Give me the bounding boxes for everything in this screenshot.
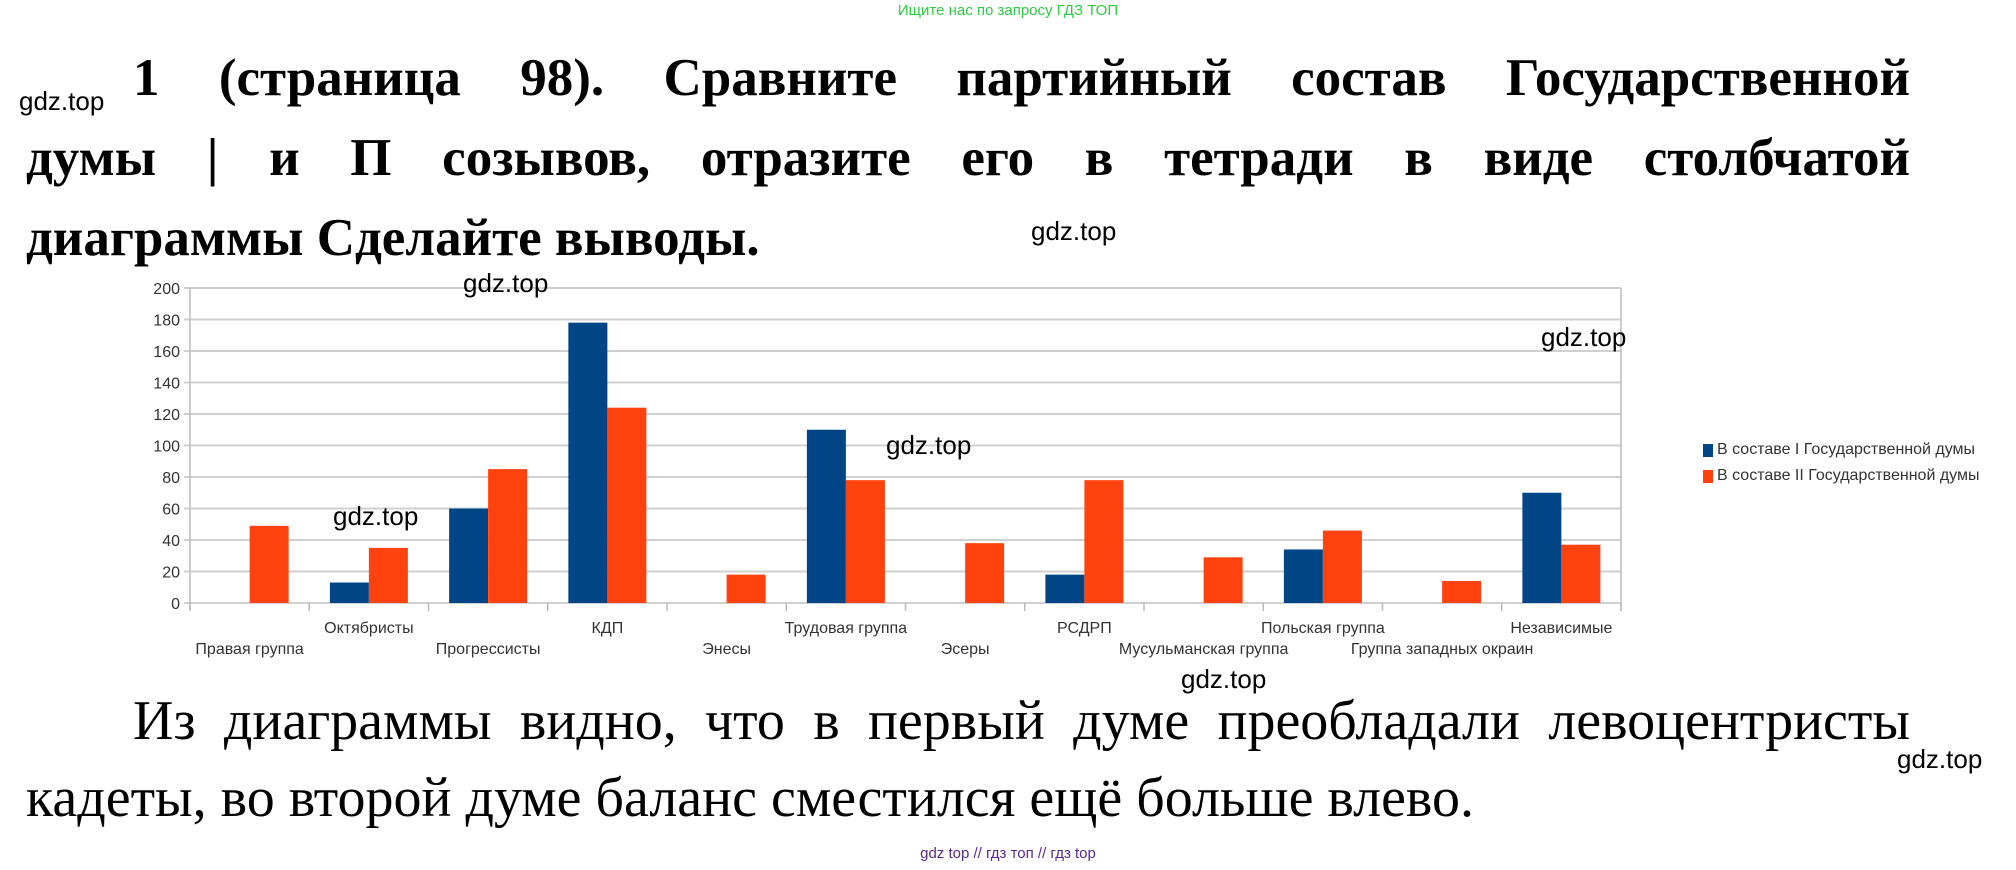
watermark: gdz.top <box>1181 664 1267 694</box>
bar-series-1 <box>329 582 369 603</box>
x-category-label: Мусульманская группа <box>1119 641 1289 658</box>
bar-series-1 <box>1522 492 1562 603</box>
chart-legend: В составе I Государственной думы В соста… <box>1703 437 1980 489</box>
bar-series-1 <box>1283 549 1323 603</box>
conclusion-line: кадеты, во второй думе баланс сместился … <box>26 767 1474 829</box>
title-line: 1 (страница 98). Сравните партийный сост… <box>133 49 1910 107</box>
x-category-label: Независимые <box>1510 620 1612 637</box>
watermark: gdz.top <box>333 501 419 531</box>
y-tick-label: 140 <box>153 376 180 393</box>
conclusion-line: Из диаграммы видно, что в первый думе пр… <box>133 690 1910 752</box>
bar-series-2 <box>1322 530 1362 603</box>
watermark: gdz.top <box>1541 322 1627 352</box>
bar-series-2 <box>249 525 289 603</box>
footer-note: gdz top // гдз топ // гдз top <box>920 845 1096 862</box>
watermark: gdz.top <box>1031 216 1117 246</box>
bar-series-1 <box>1045 574 1085 603</box>
x-category-label: РСДРП <box>1057 620 1112 637</box>
bar-series-2 <box>1203 557 1243 603</box>
y-tick-label: 120 <box>153 407 180 424</box>
bar-series-2 <box>488 469 528 603</box>
y-tick-label: 20 <box>162 565 180 582</box>
x-category-label: КДП <box>592 620 624 637</box>
watermark: gdz.top <box>886 430 972 460</box>
conclusion-text: Из диаграммы видно, что в первый думе пр… <box>26 683 1910 837</box>
y-tick-label: 160 <box>153 344 180 361</box>
bar-series-2 <box>1442 580 1482 603</box>
x-category-label: Польская группа <box>1261 620 1385 637</box>
y-tick-label: 80 <box>162 470 180 487</box>
bar-series-2 <box>368 547 408 603</box>
watermark: gdz.top <box>1897 744 1983 774</box>
title-line: диаграммы Сделайте выводы. <box>26 209 760 267</box>
search-hint: Ищите нас по запросу ГДЗ ТОП <box>897 2 1119 19</box>
bar-series-1 <box>806 429 846 603</box>
title-line: думы | и П созывов, отразите его в тетра… <box>26 129 1910 187</box>
bar-series-1 <box>449 508 489 603</box>
bar-series-2 <box>965 543 1005 603</box>
y-tick-label: 200 <box>153 281 180 298</box>
legend-item-series-2: В составе II Государственной думы <box>1703 463 1980 489</box>
x-category-label: Энесы <box>702 641 751 658</box>
bar-series-2 <box>1561 544 1601 603</box>
bar-series-1 <box>568 322 608 603</box>
x-category-label: Правая группа <box>195 641 304 658</box>
bar-series-2 <box>726 574 766 603</box>
bar-series-2 <box>845 480 885 603</box>
legend-swatch <box>1703 443 1713 457</box>
y-tick-label: 100 <box>153 439 180 456</box>
x-category-label: Трудовая группа <box>785 620 908 637</box>
y-tick-label: 180 <box>153 313 180 330</box>
legend-label: В составе II Государственной думы <box>1717 467 1980 484</box>
bar-series-2 <box>1084 480 1124 603</box>
x-category-label: Эсеры <box>941 641 990 658</box>
bar-series-2 <box>607 407 647 603</box>
y-tick-label: 0 <box>171 596 180 613</box>
y-tick-label: 40 <box>162 533 180 550</box>
watermark: gdz.top <box>463 268 549 298</box>
task-title: 1 (страница 98). Сравните партийный сост… <box>26 38 1910 278</box>
watermark: gdz.top <box>19 86 105 116</box>
x-category-label: Группа западных окраин <box>1351 641 1534 658</box>
legend-item-series-1: В составе I Государственной думы <box>1703 437 1980 463</box>
x-category-label: Октябристы <box>324 620 413 637</box>
legend-label: В составе I Государственной думы <box>1717 441 1976 458</box>
y-tick-label: 60 <box>162 502 180 519</box>
x-category-label: Прогрессисты <box>436 641 541 658</box>
legend-swatch <box>1703 469 1713 483</box>
